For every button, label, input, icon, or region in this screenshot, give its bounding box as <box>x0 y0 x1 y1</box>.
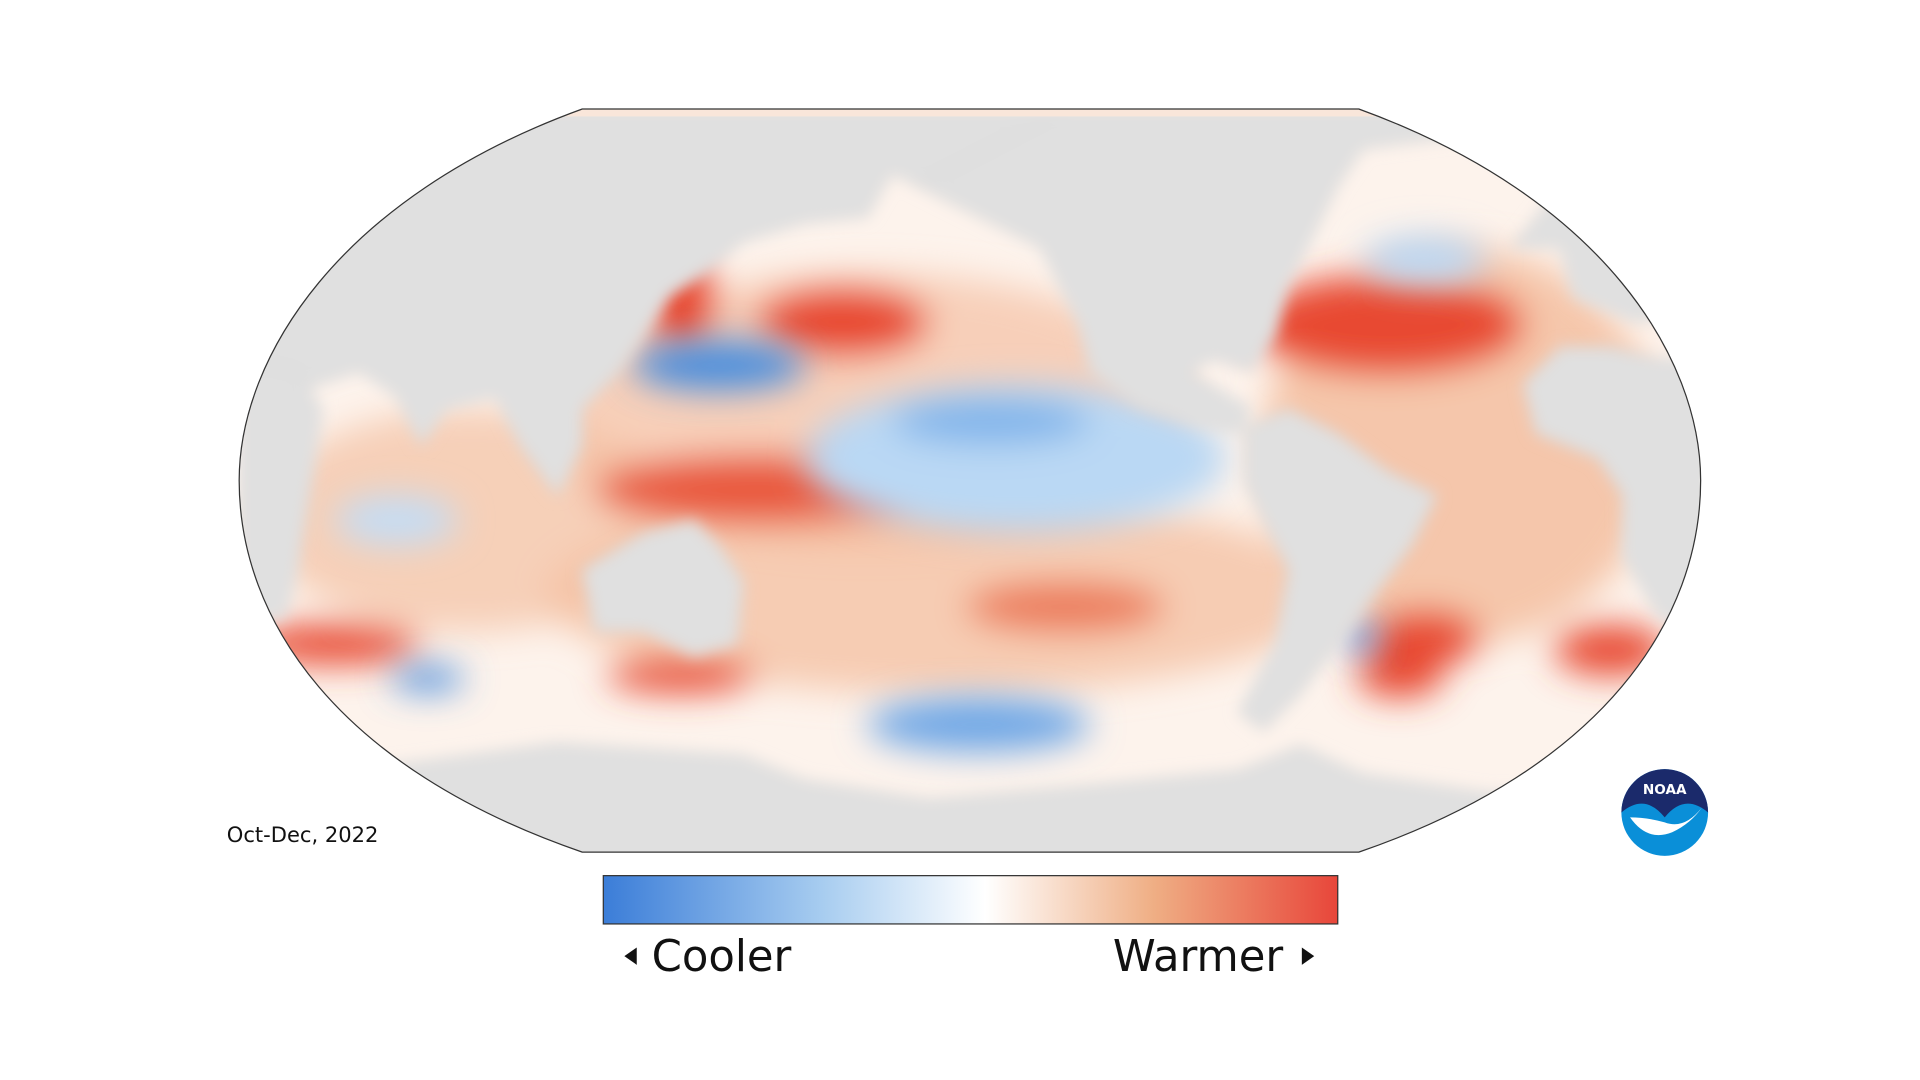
warmer-arrow <box>1301 947 1315 965</box>
color-scale <box>602 875 1339 925</box>
ocean-anomaly-map <box>239 108 1701 853</box>
map-outline <box>238 108 1702 853</box>
period-label: Oct-Dec, 2022 <box>227 822 379 847</box>
logo-text: NOAA <box>1643 782 1687 798</box>
cool-anomalies <box>334 235 1487 752</box>
legend-low: Cooler <box>652 932 792 982</box>
noaa-logo: NOAA <box>1621 769 1709 856</box>
cooler-arrow <box>624 947 637 965</box>
legend-high: Warmer <box>1113 932 1284 982</box>
